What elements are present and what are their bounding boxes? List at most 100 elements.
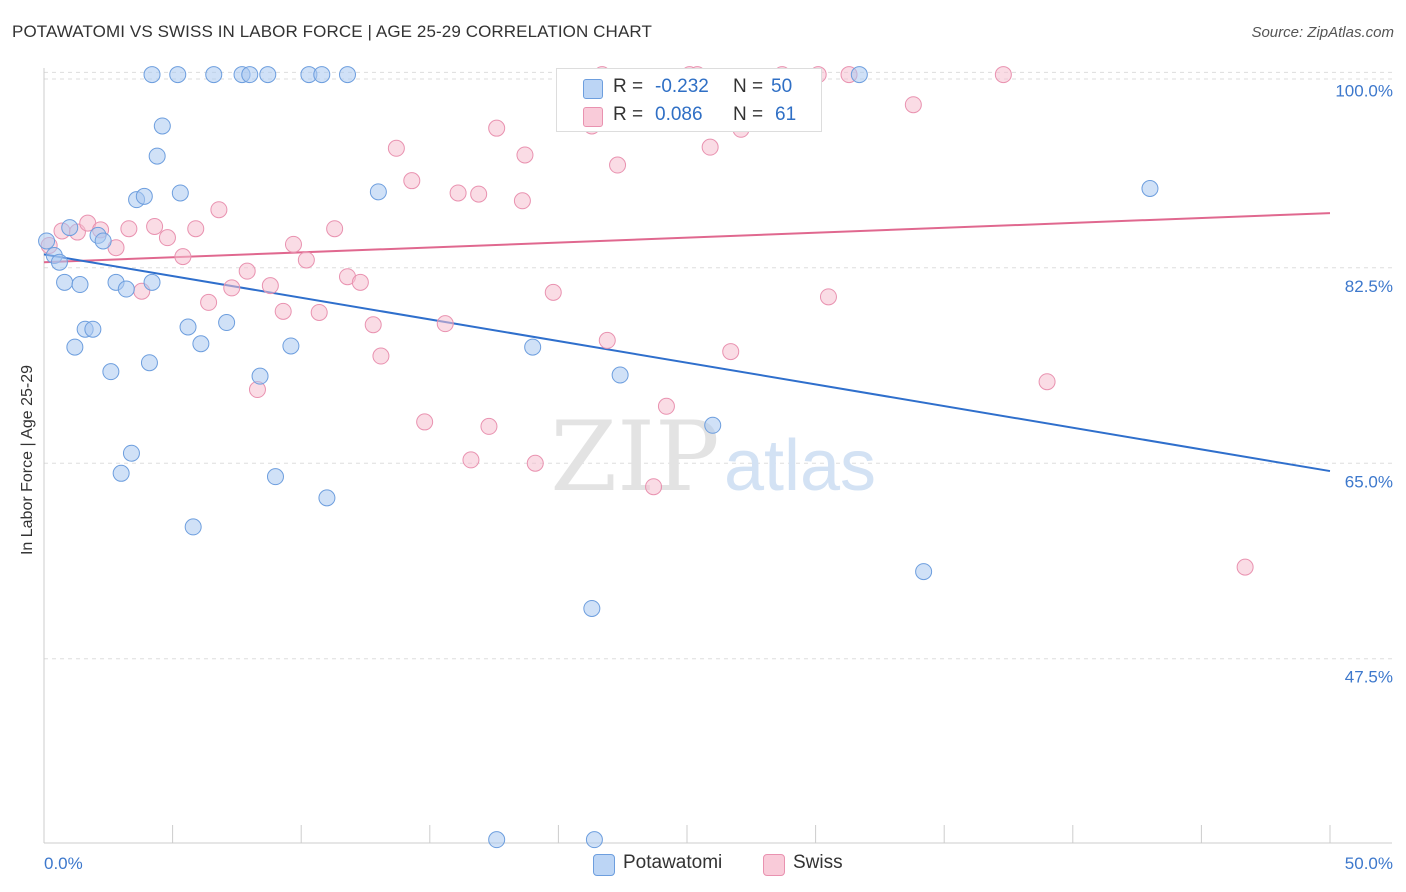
potawatomi-point xyxy=(338,66,356,84)
bottom-legend: Potawatomi Swiss xyxy=(0,852,1406,878)
swiss-point xyxy=(1236,558,1254,576)
swiss-point xyxy=(223,279,241,297)
potawatomi-point xyxy=(153,117,171,135)
swiss-point xyxy=(1038,373,1056,391)
swiss-point xyxy=(526,454,544,472)
watermark-atlas: atlas xyxy=(724,426,876,506)
stats-row-swiss: R = 0.086 N = 61 xyxy=(557,101,821,129)
potawatomi-swatch xyxy=(583,79,603,99)
swiss-point xyxy=(609,156,627,174)
swiss-point xyxy=(200,293,218,311)
y-tick-label: 82.5% xyxy=(1345,277,1393,296)
swiss-point xyxy=(488,119,506,137)
potawatomi-point xyxy=(266,468,284,486)
stats-legend: R = -0.232 N = 50 R = 0.086 N = 61 xyxy=(556,68,822,132)
potawatomi-point xyxy=(169,66,187,84)
potawatomi-point xyxy=(135,187,153,205)
potawatomi-point xyxy=(56,273,74,291)
legend-label-potawatomi: Potawatomi xyxy=(623,852,723,873)
swiss-point xyxy=(146,217,164,235)
swiss-point xyxy=(310,303,328,321)
potawatomi-trend-line xyxy=(43,253,1331,473)
swiss-trend-line xyxy=(43,212,1331,264)
y-tick-label: 100.0% xyxy=(1335,81,1393,100)
potawatomi-point xyxy=(369,183,387,201)
swiss-point xyxy=(513,192,531,210)
watermark: ZIP atlas xyxy=(550,401,876,513)
potawatomi-point xyxy=(259,66,277,84)
swiss-point xyxy=(449,184,467,202)
potawatomi-point xyxy=(71,276,89,294)
potawatomi-point xyxy=(102,363,120,381)
potawatomi-point xyxy=(61,219,79,237)
axes xyxy=(43,68,1392,844)
swiss-point xyxy=(326,220,344,238)
swiss-point xyxy=(403,172,421,190)
swiss-point xyxy=(416,413,434,431)
watermark-zip: ZIP xyxy=(550,401,719,513)
swiss-point xyxy=(120,220,138,238)
swiss-point xyxy=(387,139,405,157)
legend-label-swiss: Swiss xyxy=(793,852,843,873)
swiss-point xyxy=(904,96,922,114)
r-label: R = xyxy=(613,104,644,125)
swiss-point xyxy=(274,302,292,320)
swiss-point xyxy=(297,251,315,269)
potawatomi-point xyxy=(117,280,135,298)
potawatomi-point xyxy=(179,318,197,336)
potawatomi-point xyxy=(192,335,210,353)
potawatomi-point xyxy=(251,367,269,385)
y-axis-title: In Labor Force | Age 25-29 xyxy=(19,364,36,556)
swiss-point xyxy=(544,283,562,301)
potawatomi-legend-swatch xyxy=(593,854,615,876)
swiss-point xyxy=(261,277,279,295)
swiss-point xyxy=(436,315,454,333)
swiss-point xyxy=(657,397,675,415)
potawatomi-point xyxy=(143,66,161,84)
potawatomi-point xyxy=(488,831,506,849)
swiss-point xyxy=(284,235,302,253)
potawatomi-point xyxy=(704,416,722,434)
n-label: N = xyxy=(733,76,764,97)
swiss-point xyxy=(598,331,616,349)
potawatomi-point xyxy=(241,66,259,84)
potawatomi-point xyxy=(112,464,130,482)
r-value: 0.086 xyxy=(655,104,703,125)
potawatomi-point xyxy=(122,444,140,462)
potawatomi-point xyxy=(218,314,236,332)
swiss-point xyxy=(480,417,498,435)
stats-row-potawatomi: R = -0.232 N = 50 xyxy=(557,73,821,101)
y-tick-label: 47.5% xyxy=(1345,668,1393,687)
swiss-legend-swatch xyxy=(763,854,785,876)
potawatomi-point xyxy=(583,599,601,617)
potawatomi-point xyxy=(94,232,112,250)
swiss-point xyxy=(462,451,480,469)
swiss-point xyxy=(470,185,488,203)
potawatomi-point xyxy=(313,66,331,84)
swiss-point xyxy=(372,347,390,365)
trend-lines xyxy=(43,212,1331,473)
potawatomi-point xyxy=(585,831,603,849)
tick-labels: 47.5% 65.0% 82.5% 100.0% 0.0% 50.0% xyxy=(44,81,1393,873)
potawatomi-point xyxy=(66,338,84,356)
potawatomi-point xyxy=(1141,179,1159,197)
swiss-point xyxy=(722,343,740,361)
potawatomi-point xyxy=(850,66,868,84)
potawatomi-point xyxy=(171,184,189,202)
swiss-point xyxy=(351,273,369,291)
swiss-point xyxy=(210,201,228,219)
x-tick-label: 0.0% xyxy=(44,854,83,873)
r-label: R = xyxy=(613,76,644,97)
potawatomi-point xyxy=(184,518,202,536)
potawatomi-point xyxy=(611,366,629,384)
potawatomi-point xyxy=(140,354,158,372)
potawatomi-point xyxy=(50,253,68,271)
source-label: Source: ZipAtlas.com xyxy=(1251,24,1394,41)
potawatomi-point xyxy=(318,489,336,507)
potawatomi-point xyxy=(84,320,102,338)
potawatomi-point xyxy=(143,273,161,291)
n-value: 50 xyxy=(771,76,793,97)
chart-title: POTAWATOMI VS SWISS IN LABOR FORCE | AGE… xyxy=(12,22,652,41)
swiss-swatch xyxy=(583,107,603,127)
